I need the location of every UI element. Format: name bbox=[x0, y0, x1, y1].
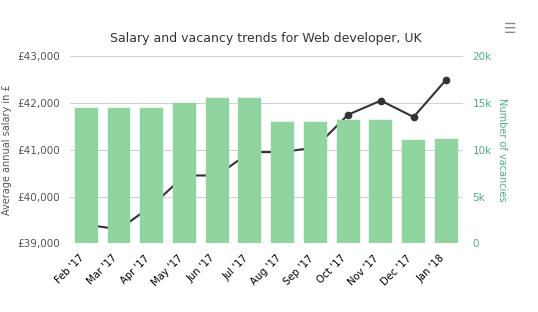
Bar bbox=[108, 108, 131, 243]
Bar bbox=[435, 139, 458, 243]
Bar bbox=[75, 108, 98, 243]
Text: ☰: ☰ bbox=[504, 22, 516, 36]
Bar bbox=[271, 122, 294, 243]
Bar bbox=[370, 120, 392, 243]
Title: Salary and vacancy trends for Web developer, UK: Salary and vacancy trends for Web develo… bbox=[110, 32, 422, 45]
Bar bbox=[238, 98, 261, 243]
Bar bbox=[337, 120, 359, 243]
Bar bbox=[206, 98, 229, 243]
Bar bbox=[140, 108, 163, 243]
Bar bbox=[402, 140, 425, 243]
Y-axis label: Number of vacancies: Number of vacancies bbox=[497, 98, 507, 202]
Bar bbox=[304, 122, 327, 243]
Bar bbox=[173, 103, 196, 243]
Y-axis label: Average annual salary in £: Average annual salary in £ bbox=[2, 84, 12, 215]
